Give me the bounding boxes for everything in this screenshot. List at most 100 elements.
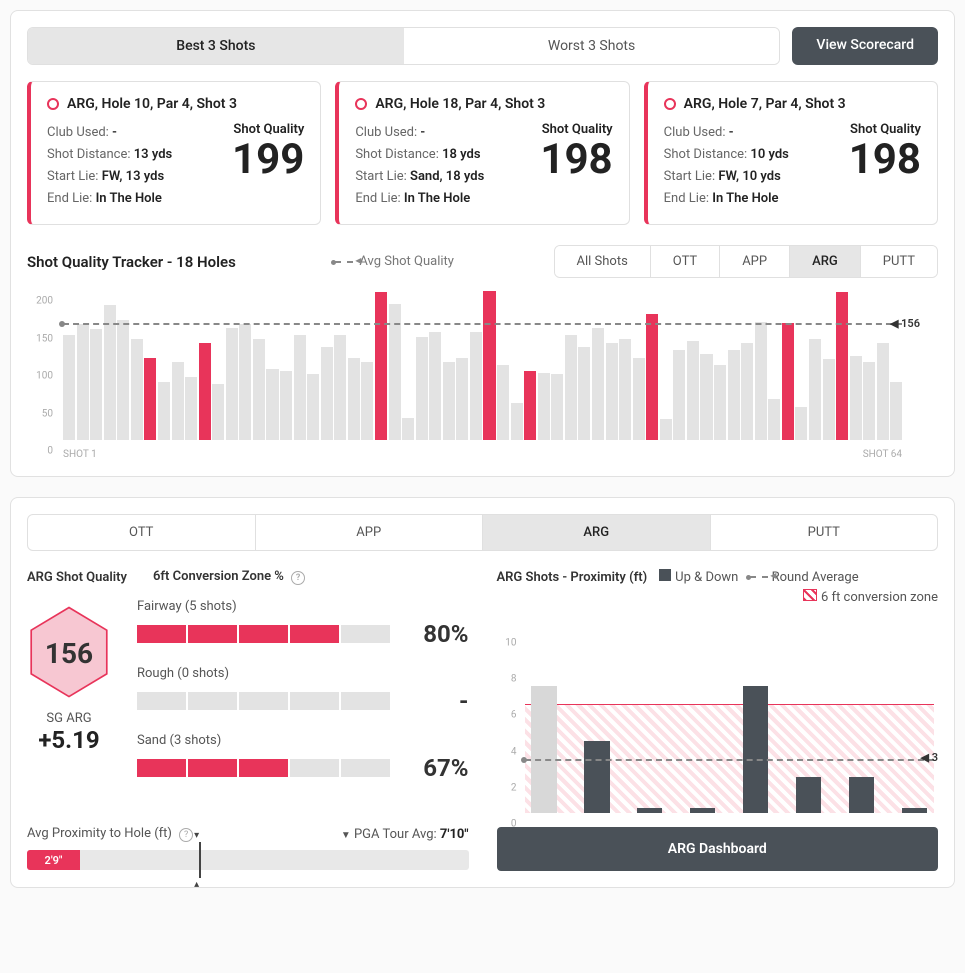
prox-bar-fill [531,686,556,813]
tracker-bar[interactable] [172,362,184,441]
tracker-bar[interactable] [307,374,319,440]
tracker-bar[interactable] [633,358,645,441]
prox-bar[interactable] [525,686,564,813]
tracker-bar[interactable] [321,347,333,441]
tracker-bar[interactable] [823,359,835,440]
tracker-bar[interactable] [334,335,346,440]
prox-bar[interactable] [577,741,616,814]
conv-segment [239,759,288,777]
y-tick: 50 [42,408,53,419]
conv-segment [290,625,339,643]
tracker-bar[interactable] [375,292,387,441]
tracker-bar[interactable] [280,371,292,440]
conv-label: Fairway (5 shots) [137,599,469,614]
filter-tab-putt[interactable]: PUTT [861,246,937,277]
tracker-bar[interactable] [619,339,631,440]
round-tab-app[interactable]: APP [256,515,484,550]
tracker-bar[interactable] [117,320,129,440]
tracker-bar[interactable] [809,339,821,440]
prox-chart-header: ARG Shots - Proximity (ft) Up & Down Rou… [497,569,939,585]
tracker-bar[interactable] [795,407,807,441]
shot-card-0[interactable]: ARG, Hole 10, Par 4, Shot 3 Club Used: -… [27,81,321,225]
tracker-bar[interactable] [511,403,523,441]
tracker-bar[interactable] [456,358,468,441]
tracker-bar[interactable] [606,343,618,441]
help-icon[interactable]: ? [291,571,305,585]
prox-bars [525,613,935,813]
arg-dashboard-button[interactable]: ARG Dashboard [497,827,939,871]
tracker-bar[interactable] [63,335,75,440]
tracker-bar[interactable] [687,341,699,440]
filter-tab-app[interactable]: APP [720,246,790,277]
tracker-bar[interactable] [863,362,875,441]
tracker-bar[interactable] [877,343,889,441]
tracker-bar[interactable] [673,350,685,440]
tracker-bar[interactable] [782,323,794,440]
tracker-bar[interactable] [199,343,211,441]
tracker-bar[interactable] [551,374,563,440]
tracker-bar[interactable] [416,337,428,441]
tracker-bar[interactable] [253,339,265,440]
tracker-bar[interactable] [836,292,848,441]
tracker-bar[interactable] [646,314,658,440]
filter-tab-all shots[interactable]: All Shots [555,246,651,277]
tracker-bar[interactable] [741,343,753,441]
tracker-bar[interactable] [402,418,414,441]
tracker-bar[interactable] [755,322,767,441]
tracker-bar[interactable] [497,365,509,440]
tracker-bar[interactable] [212,384,224,440]
tracker-bar[interactable] [144,358,156,441]
tracker-bar[interactable] [185,377,197,441]
avg-value-label: 156 [901,317,920,330]
tracker-bar[interactable] [524,371,536,440]
tracker-bar[interactable] [158,382,170,441]
tracker-bar[interactable] [714,365,726,440]
tracker-bar[interactable] [728,350,740,440]
tracker-bar[interactable] [565,335,577,440]
tab-best-shots[interactable]: Best 3 Shots [28,28,404,64]
tracker-bar[interactable] [660,419,672,440]
round-tab-ott[interactable]: OTT [28,515,256,550]
tracker-bar[interactable] [768,399,780,440]
shot-card-1[interactable]: ARG, Hole 18, Par 4, Shot 3 Club Used: -… [335,81,629,225]
tracker-bar[interactable] [592,328,604,441]
prox-bar[interactable] [895,808,934,813]
prox-bar[interactable] [789,777,828,813]
tracker-bar[interactable] [226,328,238,441]
tracker-bar[interactable] [294,335,306,440]
shot-card-2[interactable]: ARG, Hole 7, Par 4, Shot 3 Club Used: - … [644,81,938,225]
tracker-bar[interactable] [266,369,278,440]
top-controls: Best 3 Shots Worst 3 Shots View Scorecar… [27,27,938,65]
tracker-bar[interactable] [483,291,495,440]
tracker-bar[interactable] [429,332,441,441]
round-tab-arg[interactable]: ARG [483,515,711,550]
tracker-bar[interactable] [700,354,712,440]
tracker-bar[interactable] [239,324,251,440]
tracker-bar[interactable] [890,382,902,441]
prox-bar-fill [902,808,927,813]
tracker-bar[interactable] [131,339,143,440]
filter-tab-ott[interactable]: OTT [651,246,720,277]
tracker-bar[interactable] [90,329,102,440]
prox-bar[interactable] [683,808,722,813]
filter-tab-arg[interactable]: ARG [790,246,861,277]
conv-segment [239,692,288,710]
tracker-bar[interactable] [538,373,550,441]
tracker-bar[interactable] [470,332,482,441]
tab-worst-shots[interactable]: Worst 3 Shots [404,28,780,64]
prox-bar[interactable] [630,808,669,813]
tracker-bar[interactable] [578,347,590,441]
prox-bar[interactable] [842,777,881,813]
tracker-bar[interactable] [348,358,360,441]
tracker-bar[interactable] [443,362,455,441]
tracker-bar[interactable] [361,362,373,441]
tracker-bar[interactable] [850,356,862,440]
tracker-bar[interactable] [77,324,89,440]
prox-bar[interactable] [736,686,775,813]
tracker-bar[interactable] [104,305,116,440]
round-tab-putt[interactable]: PUTT [711,515,938,550]
help-icon[interactable]: ? [179,828,193,842]
view-scorecard-button[interactable]: View Scorecard [792,27,938,65]
sg-label: SG ARG [27,711,111,726]
prox-y-tick: 2 [511,783,517,794]
